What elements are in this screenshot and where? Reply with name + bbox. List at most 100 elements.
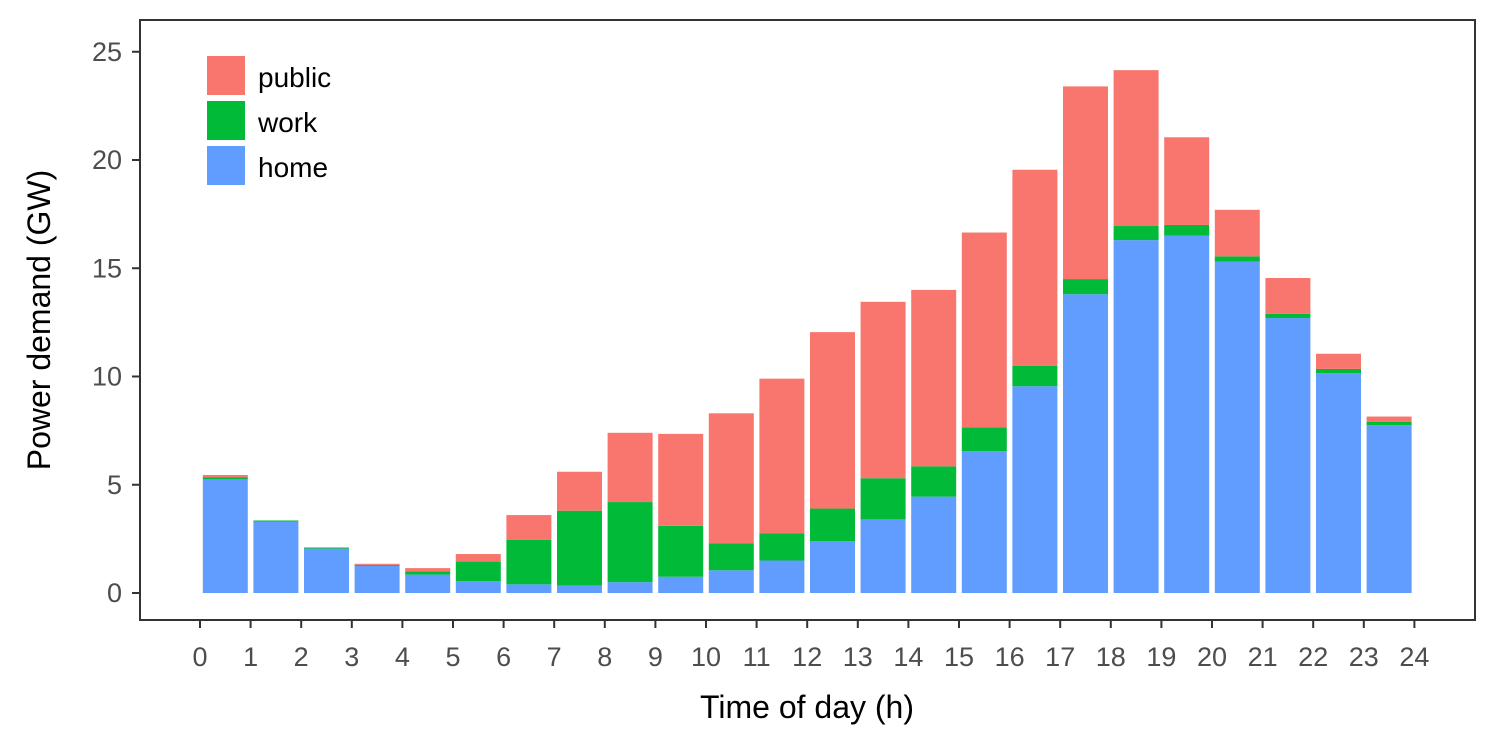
bar-home-14 xyxy=(911,496,957,593)
bar-home-7 xyxy=(557,585,602,593)
bar-work-15 xyxy=(961,427,1007,452)
bar-public-6 xyxy=(506,515,552,540)
x-tick-label: 2 xyxy=(294,642,309,672)
x-tick-label: 3 xyxy=(344,642,359,672)
bar-public-5 xyxy=(455,554,501,562)
x-tick-label: 7 xyxy=(547,642,562,672)
bar-public-20 xyxy=(1214,209,1260,257)
bar-work-10 xyxy=(708,543,754,571)
bar-public-16 xyxy=(1012,169,1058,366)
bar-home-10 xyxy=(708,570,754,593)
bar-home-9 xyxy=(658,576,704,593)
bar-work-0 xyxy=(202,477,248,480)
legend-key-work xyxy=(207,101,245,140)
x-tick-label: 12 xyxy=(792,642,822,672)
x-axis: 0 1 2 3 4 5 6 7 8 9 10 11 12 13 14 15 16 17 18 19 20 21 22 23 24 xyxy=(192,620,1429,672)
x-tick-label: 23 xyxy=(1349,642,1379,672)
bar-public-23 xyxy=(1366,416,1412,422)
x-tick-label: 1 xyxy=(243,642,258,672)
bar-work-1 xyxy=(253,520,299,522)
bar-public-18 xyxy=(1113,70,1159,227)
bar-home-23 xyxy=(1366,425,1412,593)
bar-home-6 xyxy=(506,584,552,593)
x-tick-label: 22 xyxy=(1298,642,1328,672)
legend-label-home: home xyxy=(258,152,328,183)
bar-work-8 xyxy=(607,502,653,583)
bar-home-18 xyxy=(1113,240,1159,594)
y-tick-label: 15 xyxy=(92,253,122,283)
bar-public-4 xyxy=(405,568,451,572)
legend-key-public xyxy=(207,56,245,95)
bar-work-3 xyxy=(354,564,400,566)
bar-home-13 xyxy=(860,519,906,593)
x-tick-label: 16 xyxy=(995,642,1025,672)
y-axis-title: Power demand (GW) xyxy=(21,170,57,471)
bar-home-15 xyxy=(961,451,1007,593)
legend: public work home xyxy=(207,56,331,185)
bar-public-14 xyxy=(911,289,957,467)
x-tick-label: 21 xyxy=(1248,642,1278,672)
bar-public-8 xyxy=(607,432,653,503)
bar-home-11 xyxy=(759,560,805,593)
bar-work-18 xyxy=(1113,226,1159,241)
bar-home-20 xyxy=(1214,261,1260,593)
bar-work-9 xyxy=(658,525,704,577)
bar-work-4 xyxy=(405,571,451,575)
bar-work-6 xyxy=(506,539,552,585)
bar-work-2 xyxy=(304,547,349,549)
bar-public-19 xyxy=(1164,137,1210,225)
bar-home-8 xyxy=(607,582,653,593)
bar-public-22 xyxy=(1316,353,1361,369)
bar-work-13 xyxy=(860,478,906,520)
bar-work-22 xyxy=(1316,368,1361,374)
bar-work-16 xyxy=(1012,365,1058,387)
y-tick-label: 20 xyxy=(92,145,122,175)
bar-public-10 xyxy=(708,413,754,544)
bar-public-7 xyxy=(557,471,602,511)
x-tick-label: 8 xyxy=(597,642,612,672)
x-tick-label: 0 xyxy=(192,642,207,672)
bar-work-5 xyxy=(455,561,501,582)
bar-public-9 xyxy=(658,433,704,526)
y-tick-label: 10 xyxy=(92,362,122,392)
bar-work-14 xyxy=(911,466,957,497)
x-tick-label: 18 xyxy=(1096,642,1126,672)
bar-work-17 xyxy=(1063,279,1108,295)
bar-work-19 xyxy=(1164,224,1210,236)
bar-work-20 xyxy=(1214,256,1260,262)
bars-layer xyxy=(202,70,1412,594)
bar-home-0 xyxy=(202,479,248,593)
bar-work-12 xyxy=(810,508,855,542)
bar-public-3 xyxy=(354,563,400,565)
bar-home-17 xyxy=(1063,294,1108,593)
bar-work-23 xyxy=(1366,421,1412,426)
bar-public-12 xyxy=(810,332,855,509)
x-tick-label: 13 xyxy=(843,642,873,672)
bar-public-11 xyxy=(759,378,805,534)
x-axis-title: Time of day (h) xyxy=(700,689,914,725)
bar-home-5 xyxy=(455,581,501,593)
legend-label-work: work xyxy=(257,107,318,138)
x-tick-label: 4 xyxy=(395,642,410,672)
x-tick-label: 10 xyxy=(691,642,721,672)
bar-public-21 xyxy=(1265,277,1311,314)
bar-home-22 xyxy=(1316,373,1361,593)
bar-home-12 xyxy=(810,541,855,593)
bar-work-11 xyxy=(759,533,805,561)
legend-label-public: public xyxy=(258,62,331,93)
x-tick-label: 15 xyxy=(944,642,974,672)
bar-public-0 xyxy=(202,475,248,478)
bar-public-15 xyxy=(961,232,1007,428)
bar-home-16 xyxy=(1012,386,1058,593)
x-tick-label: 14 xyxy=(893,642,923,672)
x-tick-label: 17 xyxy=(1045,642,1075,672)
x-tick-label: 5 xyxy=(445,642,460,672)
bar-home-4 xyxy=(405,574,451,593)
bar-work-21 xyxy=(1265,313,1311,319)
x-tick-label: 6 xyxy=(496,642,511,672)
bar-home-2 xyxy=(304,548,349,593)
y-tick-label: 25 xyxy=(92,37,122,67)
x-tick-label: 11 xyxy=(743,642,771,672)
